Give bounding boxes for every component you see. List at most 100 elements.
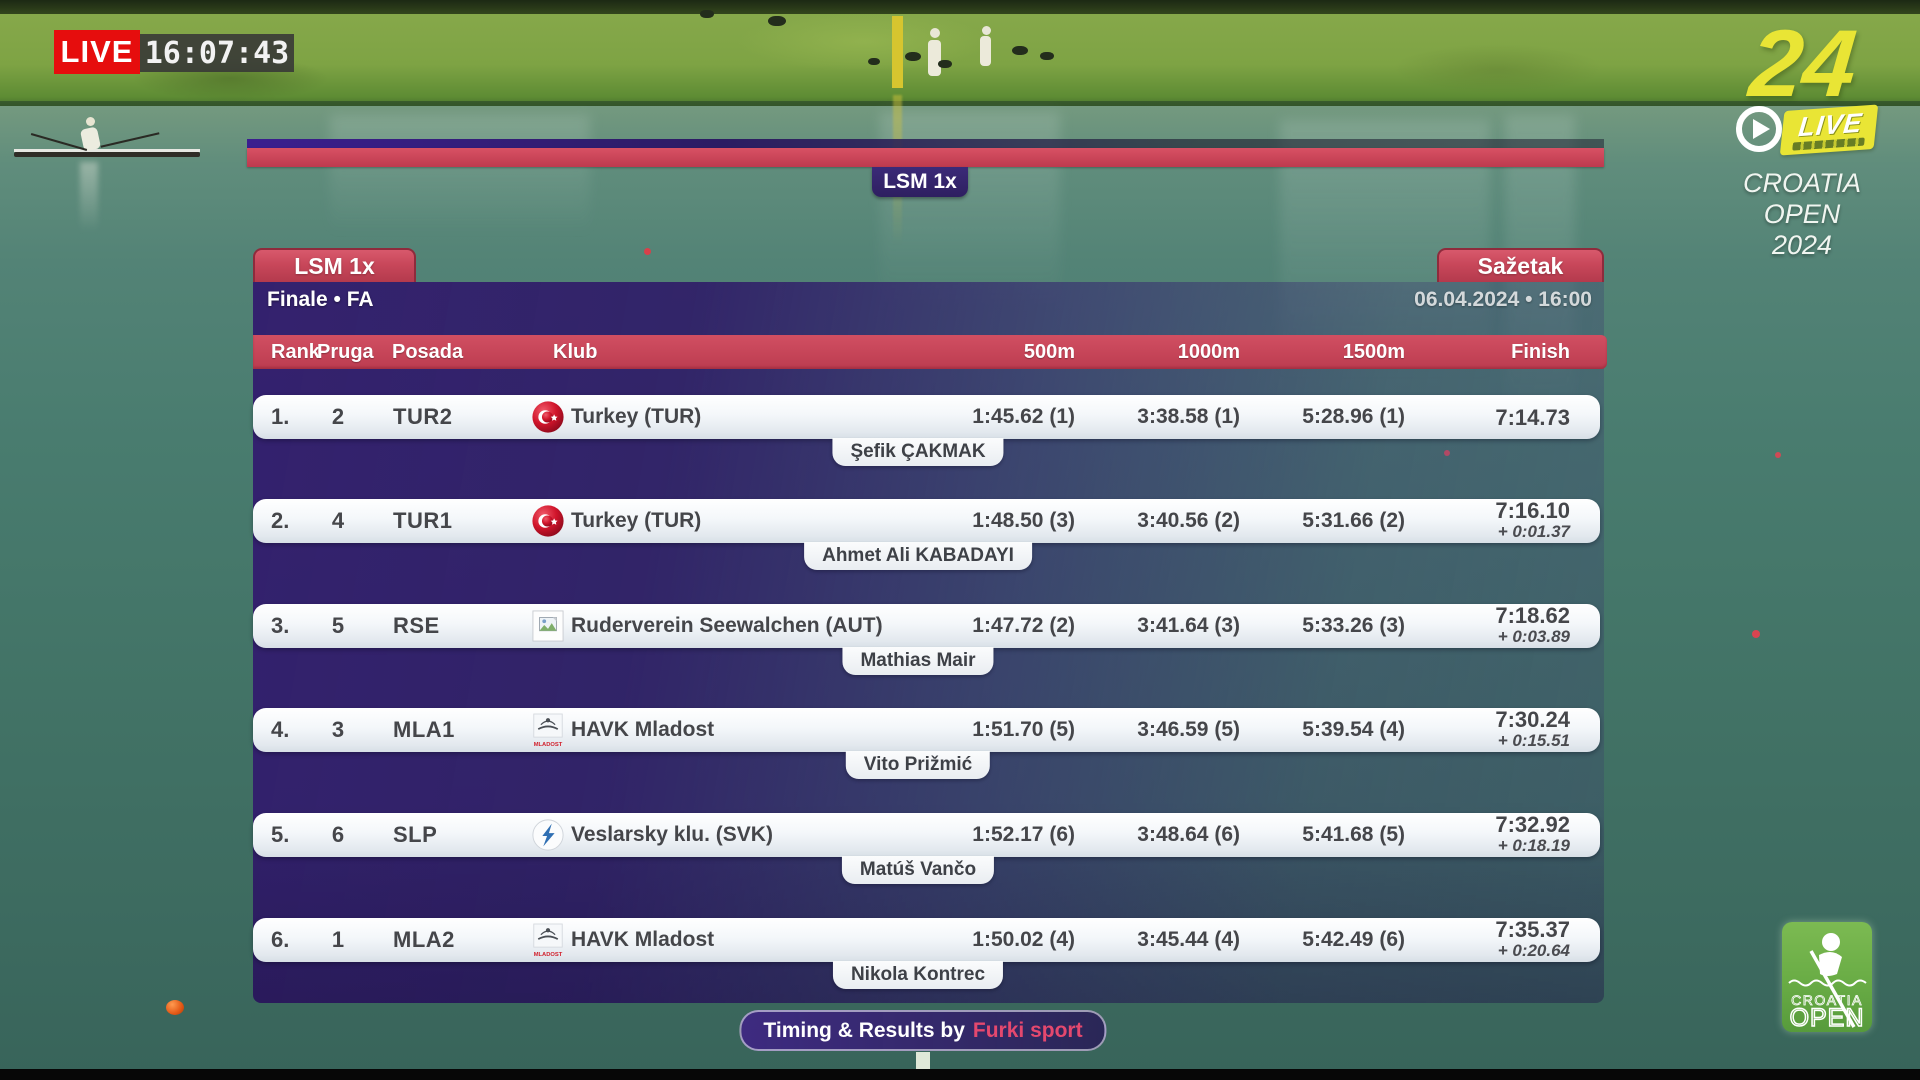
broadcast-clock: 16:07:43 [140, 34, 294, 72]
event-caption-line: CROATIA [1742, 168, 1861, 198]
finish-time: 7:32.92 [1495, 812, 1570, 837]
rank-cell: 4. [271, 717, 290, 742]
lane-cell: 3 [331, 717, 345, 742]
grass-bank [0, 14, 1920, 106]
rank-cell: 3. [271, 613, 290, 638]
rank-cell: 2. [271, 508, 290, 533]
turkey-flag-icon [529, 499, 567, 543]
finish-cell: 7:14.73 [1390, 395, 1570, 439]
finish-diff: + 0:18.19 [1497, 836, 1570, 855]
goose [938, 60, 952, 68]
goose [700, 10, 714, 18]
spectator [928, 40, 941, 76]
mladost-logo-icon: MLADOST [529, 918, 567, 962]
svg-text:MLADOST: MLADOST [534, 742, 563, 748]
finish-cell: 7:35.37 + 0:20.64 [1390, 918, 1570, 962]
club-cell: Turkey (TUR) [571, 405, 702, 428]
finish-diff: + 0:01.37 [1497, 522, 1570, 541]
split-1000-cell: 3:48.64 (6) [1137, 823, 1240, 846]
race-datetime: 06.04.2024 • 16:00 [1414, 288, 1592, 311]
channel-24-logo: 24 [1745, 11, 1861, 117]
water-reflection [330, 115, 590, 235]
column-header-posada: Posada [392, 340, 464, 363]
tab-event: LSM 1x [253, 248, 416, 282]
athlete-pill: Mathias Mair [842, 647, 994, 675]
finish-cell: 7:30.24 + 0:15.51 [1390, 708, 1570, 752]
split-1500-cell: 5:42.49 (6) [1302, 928, 1405, 951]
split-1500-cell: 5:31.66 (2) [1302, 509, 1405, 532]
finish-diff: + 0:03.89 [1497, 627, 1570, 646]
channel-live-badge: LIVE [1736, 100, 1886, 164]
split-500-cell: 1:48.50 (3) [972, 509, 1075, 532]
letterbox-bar [0, 1069, 1920, 1080]
split-1000-cell: 3:45.44 (4) [1137, 928, 1240, 951]
split-1500-cell: 5:28.96 (1) [1302, 405, 1405, 428]
column-header-klub: Klub [553, 340, 598, 363]
split-1000-cell: 3:41.64 (3) [1137, 614, 1240, 637]
finish-cell: 7:16.10 + 0:01.37 [1390, 499, 1570, 543]
lane-cell: 5 [331, 613, 345, 638]
event-name-tab: LSM 1x [872, 167, 968, 197]
lane-cell: 6 [331, 822, 345, 847]
athlete-pill: Vito Prižmić [845, 751, 991, 779]
finish-cell: 7:32.92 + 0:18.19 [1390, 813, 1570, 857]
race-phase: Finale • FA [267, 288, 374, 311]
crew-cell: MLA1 [393, 717, 455, 742]
athlete-pill: Matúš Vančo [841, 856, 995, 884]
timing-credit: Timing & Results by Furki sport [739, 1010, 1107, 1051]
rower-head [86, 117, 95, 126]
finish-time: 7:18.62 [1495, 603, 1570, 628]
result-row: 3. 5 RSE Ruderverein Seewalchen (AUT) 1:47.7… [253, 604, 1600, 648]
spectator-head [930, 28, 940, 38]
goose [1012, 46, 1028, 55]
crew-cell: TUR2 [393, 404, 453, 429]
shore-pole [892, 16, 903, 88]
svg-text:OPEN: OPEN [1790, 1004, 1865, 1032]
club-cell: HAVK Mladost [571, 928, 715, 951]
results-header: Rank Pruga Posada Klub 500m 1000m 1500m Finish [253, 335, 1607, 369]
spectator-head [982, 26, 991, 35]
buoy [1775, 452, 1781, 458]
lane-cell: 2 [331, 404, 345, 429]
split-1500-cell: 5:39.54 (4) [1302, 718, 1405, 741]
rank-cell: 1. [271, 404, 290, 429]
athlete-pill: Nikola Kontrec [832, 961, 1004, 989]
finish-cell: 7:18.62 + 0:03.89 [1390, 604, 1570, 648]
event-caption: CROATIA OPEN 2024 [1722, 168, 1882, 261]
crew-cell: RSE [393, 613, 440, 638]
finish-diff: + 0:15.51 [1497, 731, 1570, 750]
buoy [644, 248, 651, 255]
rower-reflection [80, 162, 98, 232]
top-red-bar [247, 148, 1604, 167]
crew-cell: TUR1 [393, 508, 453, 533]
column-header-rank: Rank [271, 340, 320, 363]
club-cell: HAVK Mladost [571, 718, 715, 741]
timing-credit-text: Timing & Results by [763, 1018, 965, 1042]
split-1500-cell: 5:41.68 (5) [1302, 823, 1405, 846]
goose [905, 52, 921, 61]
finish-time: 7:14.73 [1495, 404, 1570, 430]
croatia-open-logo: CROATIA OPEN [1782, 922, 1872, 1033]
scull-boat [14, 149, 200, 152]
rank-cell: 6. [271, 927, 290, 952]
svg-text:CROATIA: CROATIA [1791, 992, 1863, 1008]
crew-cell: SLP [393, 822, 438, 847]
split-500-cell: 1:52.17 (6) [972, 823, 1075, 846]
split-1500-cell: 5:33.26 (3) [1302, 614, 1405, 637]
split-1000-cell: 3:40.56 (2) [1137, 509, 1240, 532]
column-header-pruga: Pruga [317, 340, 374, 363]
goose [868, 58, 880, 65]
finish-diff: + 0:20.64 [1497, 941, 1570, 960]
top-purple-bar [247, 139, 1604, 148]
treeline-strip [0, 0, 1920, 14]
dock-post [916, 1052, 930, 1070]
buoy [1752, 630, 1760, 638]
result-row: 1. 2 TUR2 Turkey (TUR) 1:45.62 (1) 3:38.58 (1… [253, 395, 1600, 439]
broken-image-icon [529, 604, 567, 648]
club-cell: Turkey (TUR) [571, 509, 702, 532]
split-1000-cell: 3:46.59 (5) [1137, 718, 1240, 741]
result-row: 5. 6 SLP Veslarsky klu. (SVK) 1:52.17 (6) 3:4… [253, 813, 1600, 857]
timing-brand: Furki sport [972, 1018, 1083, 1042]
column-header-500m: 500m [1023, 340, 1075, 363]
